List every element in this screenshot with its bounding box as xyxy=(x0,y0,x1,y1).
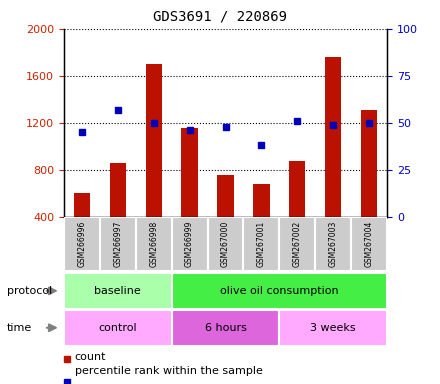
Bar xyxy=(110,163,126,217)
Text: GSM267002: GSM267002 xyxy=(293,221,302,267)
Text: baseline: baseline xyxy=(94,286,141,296)
Text: time: time xyxy=(7,323,32,333)
Text: GSM266998: GSM266998 xyxy=(149,221,158,267)
Bar xyxy=(64,310,172,346)
Text: protocol: protocol xyxy=(7,286,52,296)
Bar xyxy=(100,217,136,271)
Text: control: control xyxy=(99,323,137,333)
Bar xyxy=(181,127,198,217)
Bar xyxy=(146,64,162,217)
Bar xyxy=(64,217,100,271)
Bar xyxy=(325,57,341,217)
Text: olive oil consumption: olive oil consumption xyxy=(220,286,339,296)
Text: GSM266999: GSM266999 xyxy=(185,221,194,267)
Text: GSM267000: GSM267000 xyxy=(221,221,230,267)
Text: GSM267004: GSM267004 xyxy=(365,221,374,267)
Bar xyxy=(351,217,387,271)
Text: count: count xyxy=(75,352,106,362)
Bar xyxy=(172,273,387,309)
Text: GSM267001: GSM267001 xyxy=(257,221,266,267)
Bar xyxy=(172,310,279,346)
Bar xyxy=(64,273,172,309)
Bar xyxy=(289,161,305,217)
Bar xyxy=(361,110,378,217)
Text: percentile rank within the sample: percentile rank within the sample xyxy=(75,366,263,376)
Bar xyxy=(253,184,270,217)
Text: GSM266996: GSM266996 xyxy=(77,221,86,267)
Bar xyxy=(172,217,208,271)
Text: GSM266997: GSM266997 xyxy=(113,221,122,267)
Text: 6 hours: 6 hours xyxy=(205,323,246,333)
Bar xyxy=(243,217,279,271)
Bar xyxy=(279,310,387,346)
Bar xyxy=(73,194,90,217)
Bar xyxy=(217,175,234,217)
Text: 3 weeks: 3 weeks xyxy=(311,323,356,333)
Bar xyxy=(279,217,315,271)
Bar xyxy=(315,217,351,271)
Text: GDS3691 / 220869: GDS3691 / 220869 xyxy=(153,10,287,23)
Bar xyxy=(208,217,243,271)
Text: GSM267003: GSM267003 xyxy=(329,221,338,267)
Bar xyxy=(136,217,172,271)
